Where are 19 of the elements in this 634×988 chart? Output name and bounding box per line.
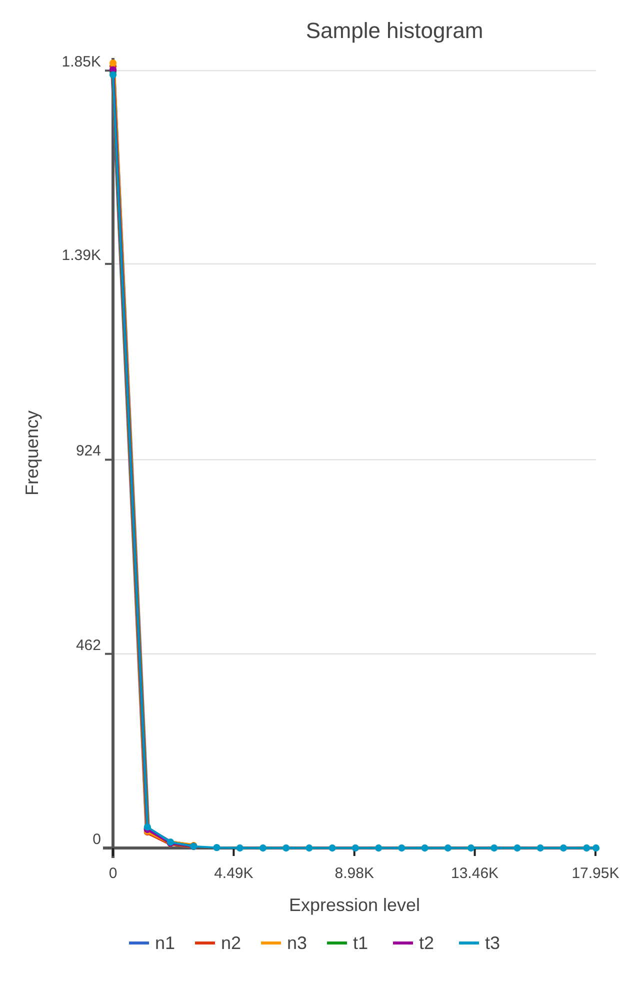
legend-label: t1 [353, 933, 368, 953]
legend-label: t2 [419, 933, 434, 953]
y-axis-title: Frequency [22, 410, 42, 496]
chart-title: Sample histogram [306, 18, 484, 43]
legend-label: n1 [155, 933, 176, 953]
x-tick-label: 8.98K [334, 865, 374, 882]
legend-label: t3 [485, 933, 500, 953]
y-tick-label: 0 [92, 831, 101, 848]
legend-label: n3 [287, 933, 308, 953]
x-tick-label: 17.95K [572, 865, 620, 882]
x-axis-title: Expression level [288, 895, 420, 915]
y-tick-label: 462 [76, 636, 101, 654]
x-tick-label: 4.49K [214, 865, 254, 882]
legend-label: n2 [221, 933, 242, 953]
x-tick-label: 13.46K [451, 865, 499, 882]
x-tick-label: 0 [108, 865, 118, 882]
y-tick-label: 1.39K [62, 246, 101, 264]
y-tick-label: 1.85K [62, 54, 101, 71]
y-tick-label: 924 [76, 442, 101, 460]
